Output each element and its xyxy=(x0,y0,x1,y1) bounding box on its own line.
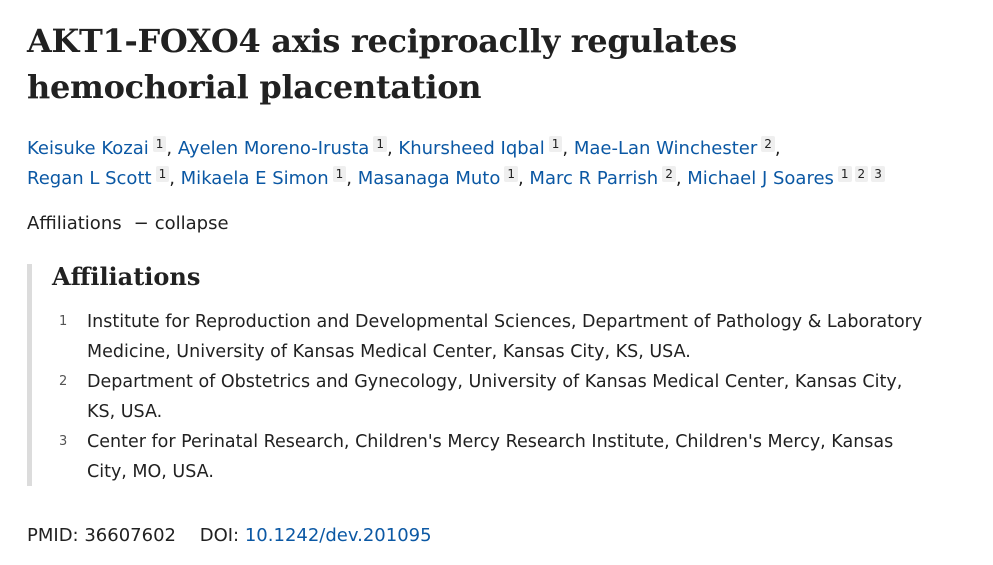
affiliation-ref[interactable]: 1 xyxy=(373,136,387,152)
affiliation-ref[interactable]: 1 xyxy=(837,166,852,182)
pmid-label: PMID: xyxy=(27,525,79,546)
author-link[interactable]: Mae-Lan Winchester xyxy=(573,138,758,159)
affiliation-item: 3 Center for Perinatal Research, Children… xyxy=(57,427,927,487)
collapse-dash-icon: − xyxy=(133,213,149,234)
affiliation-text: Institute for Reproduction and Developme… xyxy=(87,312,923,362)
affiliation-number: 1 xyxy=(59,314,68,329)
affiliation-item: 1 Institute for Reproduction and Developm… xyxy=(57,307,927,367)
author-item: Mae-Lan Winchester 2 xyxy=(573,136,775,159)
affiliation-ref[interactable]: 2 xyxy=(761,136,775,152)
affiliation-item: 2 Department of Obstetrics and Gynecology… xyxy=(57,367,927,427)
author-item: Khursheed Iqbal 1 xyxy=(398,136,563,159)
affiliation-ref[interactable]: 1 xyxy=(152,136,167,152)
author-link[interactable]: Khursheed Iqbal xyxy=(398,138,545,159)
affiliations-panel: Affiliations 1 Institute for Reproduction… xyxy=(27,264,962,486)
doi-link[interactable]: 10.1242/dev.201095 xyxy=(244,525,432,546)
affiliation-ref[interactable]: 1 xyxy=(504,166,518,182)
affiliation-number: 3 xyxy=(59,434,68,449)
author-list: Keisuke Kozai 1, Ayelen Moreno-Irusta 1, K… xyxy=(27,134,967,194)
author-link[interactable]: Michael J Soares xyxy=(687,168,834,189)
author-item: Michael J Soares 1 2 3 xyxy=(687,166,885,189)
article-title: AKT1-FOXO4 axis reciproaclly regulates h… xyxy=(27,22,737,106)
affiliation-ref[interactable]: 1 xyxy=(548,136,563,152)
author-item: Mikaela E Simon 1 xyxy=(180,166,347,189)
author-item: Keisuke Kozai 1 xyxy=(27,136,167,159)
affiliation-ref[interactable]: 1 xyxy=(155,166,170,182)
affiliation-ref[interactable]: 2 xyxy=(854,166,869,182)
doi-label: DOI: xyxy=(199,525,240,546)
affiliation-ref[interactable]: 1 xyxy=(332,166,347,182)
author-item: Marc R Parrish 2 xyxy=(529,166,676,189)
affiliations-list: 1 Institute for Reproduction and Developm… xyxy=(57,307,927,487)
affiliation-text: Center for Perinatal Research, Children'… xyxy=(87,432,894,482)
affiliation-ref[interactable]: 3 xyxy=(871,166,885,182)
affiliations-toggle-label: Affiliations xyxy=(27,213,122,234)
author-link[interactable]: Keisuke Kozai xyxy=(27,138,149,159)
author-item: Masanaga Muto 1 xyxy=(357,166,518,189)
author-link[interactable]: Ayelen Moreno-Irusta xyxy=(177,138,370,159)
pmid-value: 36607602 xyxy=(84,525,176,546)
collapse-link[interactable]: collapse xyxy=(154,213,229,234)
affiliation-number: 2 xyxy=(59,374,68,389)
author-item: Regan L Scott 1 xyxy=(27,166,170,189)
affiliations-heading: Affiliations xyxy=(52,262,201,291)
author-link[interactable]: Masanaga Muto xyxy=(357,168,501,189)
author-link[interactable]: Marc R Parrish xyxy=(529,168,659,189)
affiliations-toggle[interactable]: Affiliations − collapse xyxy=(27,211,229,237)
author-link[interactable]: Regan L Scott xyxy=(27,168,152,189)
author-item: Ayelen Moreno-Irusta 1 xyxy=(177,136,387,159)
article-identifiers: PMID: 36607602 DOI: 10.1242/dev.201095 xyxy=(27,523,432,549)
affiliation-ref[interactable]: 2 xyxy=(662,166,676,182)
affiliation-text: Department of Obstetrics and Gynecology,… xyxy=(87,372,903,422)
author-link[interactable]: Mikaela E Simon xyxy=(180,168,329,189)
